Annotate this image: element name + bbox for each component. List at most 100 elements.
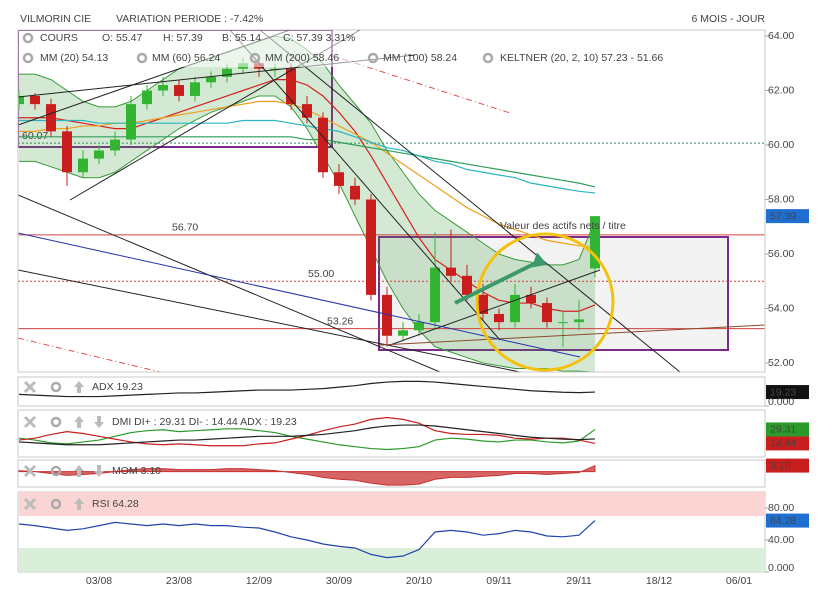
level-label: 60.07 — [22, 130, 48, 142]
y-tick-label: 0.000 — [768, 396, 794, 408]
move-icon[interactable] — [94, 465, 104, 477]
y-tick-label: 62.00 — [768, 84, 794, 96]
value-tag — [766, 458, 809, 473]
zone-band — [19, 492, 765, 516]
indicator-line — [18, 416, 596, 447]
candle-body — [510, 294, 520, 323]
arrow — [454, 259, 541, 305]
variation: VARIATION PERIODE : -7.42% — [116, 13, 263, 25]
legend-price: COURS — [40, 32, 78, 44]
candle-body — [30, 95, 40, 105]
candle-body — [430, 267, 440, 323]
value-tag-label: 57.39 — [770, 210, 796, 222]
candle-body — [494, 313, 504, 323]
close-icon[interactable] — [23, 497, 37, 511]
y-tick-label: 54.00 — [768, 302, 794, 314]
legend-price: C: 57.39 3.31% — [283, 32, 355, 44]
candle-body — [446, 267, 456, 276]
keltner-lower — [19, 95, 596, 372]
value-tag — [766, 436, 809, 451]
y-tick-label: 58.00 — [768, 193, 794, 205]
adx-frame — [17, 376, 766, 407]
candle-body — [174, 85, 184, 96]
drawings: Valeur des actifs nets / titre — [18, 30, 765, 372]
legend-price: H: 57.39 — [163, 32, 203, 44]
y-tick-label: 60.00 — [768, 139, 794, 151]
period[interactable]: 6 MOIS - JOUR — [691, 13, 765, 25]
candle-body — [382, 294, 392, 336]
indicator-line — [18, 520, 596, 559]
highlight-circle — [475, 232, 615, 372]
value-tag-label: 3.10 — [770, 460, 791, 472]
settings-icon[interactable] — [367, 52, 379, 64]
candle-body — [126, 104, 136, 140]
move-icon[interactable] — [74, 416, 84, 428]
close-icon[interactable] — [23, 415, 37, 429]
value-tag-label: 64.28 — [770, 515, 796, 527]
close-icon[interactable] — [23, 380, 37, 394]
trend-line — [259, 30, 681, 372]
level-label: 53.26 — [327, 315, 353, 327]
value-tag-label: 29.31 — [770, 424, 796, 436]
value-tag — [766, 422, 809, 437]
trend-line — [379, 324, 765, 346]
move-icon[interactable] — [74, 381, 84, 393]
x-tick-label: 18/12 — [646, 575, 672, 587]
stock-name: VILMORIN CIE — [20, 13, 91, 25]
settings-icon[interactable] — [50, 465, 62, 477]
legend-price: O: 55.47 — [102, 32, 142, 44]
candle-body — [270, 68, 280, 70]
settings-icon[interactable] — [50, 498, 62, 510]
trend-line — [18, 269, 521, 372]
y-tick-label: 64.00 — [768, 30, 794, 42]
legend-bg — [19, 31, 409, 67]
keltner-band — [19, 35, 595, 372]
candle-body — [590, 216, 600, 269]
close-icon[interactable] — [23, 464, 37, 478]
x-tick-label: 12/09 — [246, 575, 272, 587]
value-tag — [766, 209, 809, 224]
trend-line — [389, 269, 601, 346]
candle-body — [62, 131, 72, 173]
indicator-line — [18, 428, 596, 451]
x-tick-label: 06/01 — [726, 575, 752, 587]
y-tick-label: 40.00 — [768, 534, 794, 546]
move-icon[interactable] — [94, 416, 104, 428]
settings-icon[interactable] — [22, 32, 34, 44]
trend-line — [18, 194, 441, 372]
settings-icon[interactable] — [482, 52, 494, 64]
candle-body — [414, 322, 424, 331]
candle-body — [206, 76, 216, 83]
candle-body — [526, 294, 536, 304]
settings-icon[interactable] — [22, 52, 34, 64]
candle-body — [350, 185, 360, 200]
settings-icon[interactable] — [136, 52, 148, 64]
move-icon[interactable] — [74, 465, 84, 477]
candle-body — [110, 139, 120, 151]
candle-body — [302, 104, 312, 118]
value-tag-label: 14.44 — [770, 438, 796, 450]
y-tick-label: 80.00 — [768, 502, 794, 514]
candle-body — [158, 85, 168, 91]
move-icon[interactable] — [74, 498, 84, 510]
candle-body — [542, 303, 552, 323]
settings-icon[interactable] — [50, 416, 62, 428]
dmi-frame — [17, 409, 766, 458]
settings-icon[interactable] — [249, 52, 261, 64]
candle-body — [398, 330, 408, 336]
main-plot: 60.07 56.70 55.00 53.26 — [18, 30, 765, 372]
candle-body — [334, 172, 344, 186]
indicator-line — [18, 424, 596, 446]
indicator-label: MOM 3.10 — [112, 465, 161, 477]
indicator-label: RSI 64.28 — [92, 498, 139, 510]
candle-body — [478, 294, 488, 314]
candle-body — [574, 319, 584, 323]
settings-icon[interactable] — [50, 381, 62, 393]
trend-line — [229, 30, 501, 341]
candle-body — [318, 117, 328, 173]
candle-body — [462, 275, 472, 295]
trend-line — [18, 337, 161, 372]
momentum-area — [18, 464, 596, 486]
candle-body — [46, 104, 56, 132]
